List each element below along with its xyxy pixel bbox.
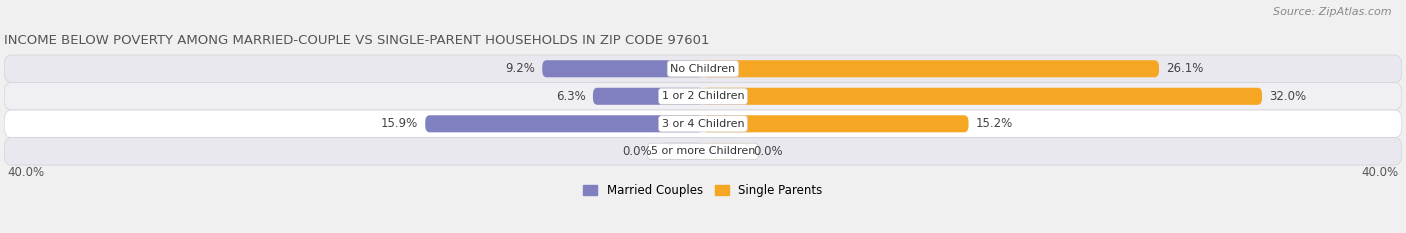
Text: Source: ZipAtlas.com: Source: ZipAtlas.com [1274,7,1392,17]
Text: 6.3%: 6.3% [557,90,586,103]
FancyBboxPatch shape [659,143,703,160]
FancyBboxPatch shape [703,88,1263,105]
FancyBboxPatch shape [4,55,1402,82]
Text: 26.1%: 26.1% [1166,62,1204,75]
FancyBboxPatch shape [425,115,703,132]
Text: 32.0%: 32.0% [1270,90,1306,103]
Text: 5 or more Children: 5 or more Children [651,146,755,156]
FancyBboxPatch shape [703,60,1159,77]
FancyBboxPatch shape [543,60,703,77]
Text: 3 or 4 Children: 3 or 4 Children [662,119,744,129]
Legend: Married Couples, Single Parents: Married Couples, Single Parents [579,179,827,202]
Text: 9.2%: 9.2% [505,62,536,75]
Text: 15.9%: 15.9% [381,117,418,130]
FancyBboxPatch shape [703,115,969,132]
Text: 40.0%: 40.0% [7,166,45,179]
Text: INCOME BELOW POVERTY AMONG MARRIED-COUPLE VS SINGLE-PARENT HOUSEHOLDS IN ZIP COD: INCOME BELOW POVERTY AMONG MARRIED-COUPL… [4,34,710,48]
Text: 40.0%: 40.0% [1361,166,1399,179]
Text: No Children: No Children [671,64,735,74]
FancyBboxPatch shape [593,88,703,105]
Text: 15.2%: 15.2% [976,117,1012,130]
FancyBboxPatch shape [4,110,1402,137]
Text: 1 or 2 Children: 1 or 2 Children [662,91,744,101]
FancyBboxPatch shape [4,82,1402,110]
FancyBboxPatch shape [703,143,747,160]
FancyBboxPatch shape [4,137,1402,165]
Text: 0.0%: 0.0% [754,145,783,158]
Text: 0.0%: 0.0% [623,145,652,158]
